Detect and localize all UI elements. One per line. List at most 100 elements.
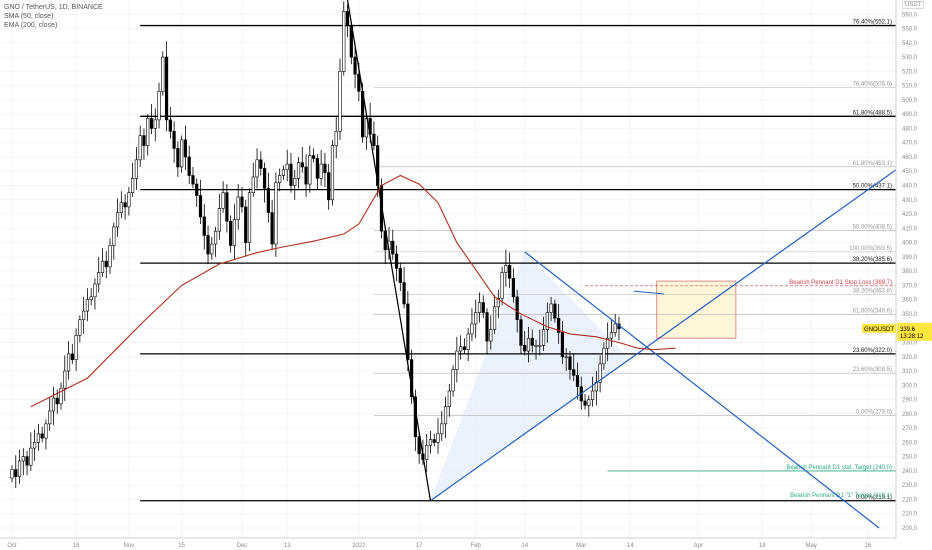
pennant-fill [430,251,631,501]
fib-minor-label: 61.80%(349.6) [853,309,892,315]
candle-body [82,310,86,320]
candle-body [432,439,436,443]
price-tick-label: 500.0 [902,98,918,104]
price-tag-value: 339.6 [900,327,916,333]
candle-body [119,202,123,213]
candle-body [149,118,154,129]
candle-body [51,397,56,412]
candle-body [526,337,531,352]
sma-legend[interactable]: SMA (50, close) [4,13,54,20]
candle-body [157,91,161,121]
time-tick-label: Feb [471,543,482,549]
candle-body [436,433,440,443]
candle-body [70,353,74,360]
candle-body [270,212,274,245]
price-tick-label: 530.0 [902,55,918,61]
candle-body [466,333,470,350]
candle-body [93,283,97,298]
candle-body [104,260,108,268]
candle-body [293,178,297,186]
candle-body [492,306,497,330]
candle-body [511,277,516,298]
price-tick-label: 250.0 [902,455,918,461]
price-tick-label: 520.0 [902,69,918,75]
price-tick-label: 490.0 [902,112,918,118]
candle-body [176,148,180,168]
candle-body [44,423,48,439]
price-tick-label: 450.0 [902,169,918,175]
candle-body [391,240,395,255]
candle-body [281,169,286,176]
candle-body [48,410,52,425]
candle-body [278,175,282,183]
candle-body [266,188,270,213]
candle-body [138,135,142,161]
fibonacci-levels: 76.40%(552.1)61.80%(488.5)50.00%(437.1)3… [140,20,896,502]
candle-body [515,296,519,320]
price-tag-symbol-bg [862,323,896,333]
candle-body [319,163,323,179]
pennant-area [430,251,631,501]
candle-body [33,442,37,449]
candle-body [311,155,316,159]
candle-body [523,345,527,352]
candle-body [112,226,116,246]
fib-level-label: 38.20%(385.6) [853,257,892,263]
candle-body [357,73,361,92]
fib-minor-label: 76.40%(508.6) [853,82,892,88]
candle-body [541,329,546,346]
candle-body [180,139,184,168]
candle-body [251,176,255,193]
candle-body [572,369,576,376]
fib-level-label: 76.40%(552.1) [853,20,892,26]
candle-body [25,456,29,466]
candle-body [168,119,172,132]
time-axis: Oct 18 Nov 15 Dec 13 2022 17 Feb 14 Mar 14 Apr 18 May 1… [0,537,896,549]
price-tick-label: 240.0 [902,469,918,475]
candle-body [489,329,493,342]
candle-body [85,299,89,312]
candle-body [213,230,218,245]
ema-legend[interactable]: EMA (200, close) [4,22,58,29]
pennant-upper-line [524,251,880,529]
time-tick-label: 13 [284,543,291,549]
time-tick-label: 16 [864,543,871,549]
candle-body [232,219,237,246]
candle-body [402,282,406,305]
candle-body [131,178,135,193]
time-tick-label: 14 [521,543,528,549]
small-arrow-line [634,290,665,295]
candle-body [315,158,319,179]
candle-body [481,302,485,313]
time-tick-label: 17 [416,543,423,549]
candle-body [364,118,368,138]
fib-minor-label: 23.60%(308.5) [853,367,892,373]
price-axis: 560.0 550.0 540.0 530.0 520.0 510.0 500.0 490.0… [862,0,932,550]
candle-body [327,172,331,201]
candle-body [221,192,225,209]
price-tick-label: 310.0 [902,369,918,375]
candle-body [115,212,120,228]
candle-body [568,356,572,370]
price-tick-label: 400.0 [902,241,918,247]
ema-200-line [30,174,676,408]
price-tick-label: 200.0 [902,526,918,532]
candle-body [123,202,127,208]
candle-body [164,56,169,121]
candle-body [459,346,463,352]
candle-body [10,469,14,479]
ema-line [30,174,676,408]
fib-level-label: 61.80%(488.5) [853,110,892,116]
candle-body [183,139,188,158]
price-tick-label: 330.0 [902,340,918,346]
candle-body [440,423,444,435]
candle-body [417,436,421,455]
candle-body [613,323,617,333]
candle-body [36,433,40,443]
candle-body [55,397,59,405]
price-tick-label: 440.0 [902,184,918,190]
currency-badge[interactable]: USDT [902,1,925,9]
fib-minor-label: 50.00%(408.5) [853,224,892,230]
candle-body [255,159,259,178]
